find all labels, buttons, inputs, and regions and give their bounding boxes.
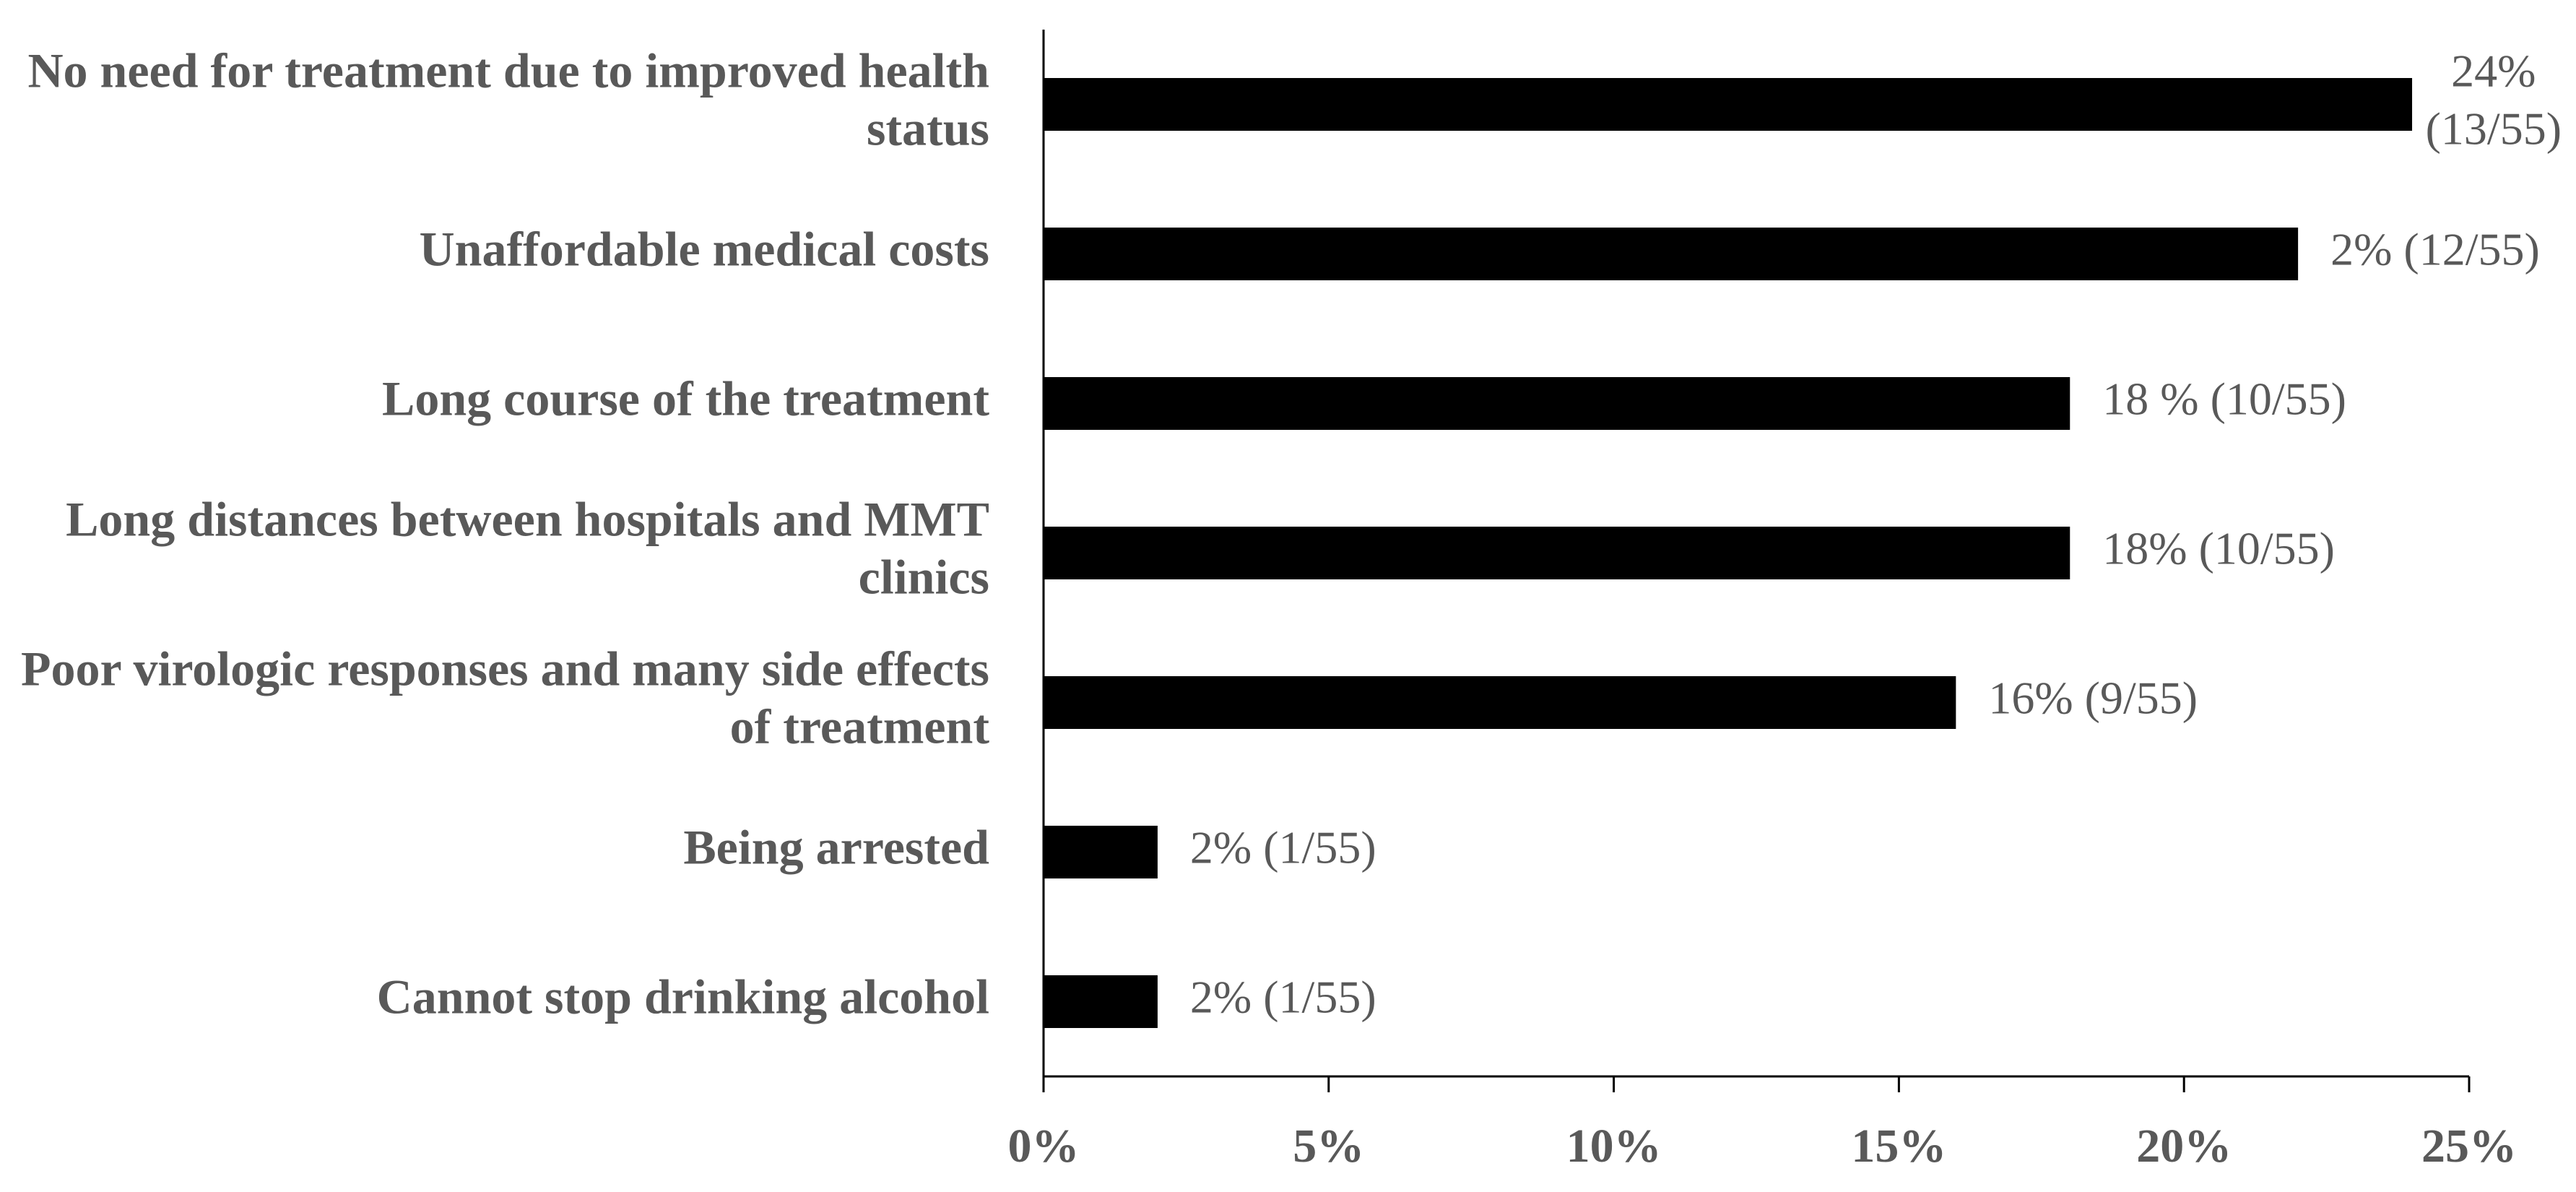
text-line: 2% (1/55) xyxy=(1190,821,1376,873)
text-line: 24% xyxy=(2451,45,2536,96)
value-label: 16% (9/55) xyxy=(1988,672,2198,723)
text-line: Cannot stop drinking alcohol xyxy=(377,969,989,1024)
text-line: 16% (9/55) xyxy=(1988,672,2198,723)
value-label: 24% (13/55) xyxy=(2426,45,2562,154)
x-tick-label: 0% xyxy=(1008,1120,1080,1172)
bar xyxy=(1044,826,1158,878)
y-tick-label: Long distances between hospitals and MMT… xyxy=(66,491,989,604)
text-line: Unaffordable medical costs xyxy=(420,221,989,276)
text-line: No need for treatment due to improved he… xyxy=(27,43,989,98)
text-line: Being arrested xyxy=(683,819,989,874)
bar xyxy=(1044,975,1158,1028)
y-tick-label: Poor virologic responses and many side e… xyxy=(21,641,989,753)
y-tick-label: Unaffordable medical costs xyxy=(420,221,989,276)
bar xyxy=(1044,527,2070,579)
x-tick-label: 20% xyxy=(2136,1120,2232,1172)
text-line: status xyxy=(867,100,989,155)
text-line: (13/55) xyxy=(2426,103,2562,154)
text-line: clinics xyxy=(859,549,989,604)
x-tick-label: 5% xyxy=(1293,1120,1364,1172)
bar xyxy=(1044,228,2299,280)
text-line: 18% (10/55) xyxy=(2102,522,2335,574)
text-line: Long course of the treatment xyxy=(382,371,989,426)
y-tick-label: Being arrested xyxy=(683,819,989,874)
x-tick-label: 15% xyxy=(1851,1120,1946,1172)
value-label: 2% (12/55) xyxy=(2330,223,2540,275)
y-tick-label: Long course of the treatment xyxy=(382,371,989,426)
text-line: Poor virologic responses and many side e… xyxy=(21,641,989,696)
text-line: of treatment xyxy=(730,699,990,753)
value-label: 18% (10/55) xyxy=(2102,522,2335,574)
text-line: 2% (1/55) xyxy=(1190,971,1376,1022)
bar xyxy=(1044,377,2070,430)
x-tick-label: 25% xyxy=(2421,1120,2517,1172)
value-label: 18 % (10/55) xyxy=(2102,373,2346,424)
value-label: 2% (1/55) xyxy=(1190,821,1376,873)
value-label: 2% (1/55) xyxy=(1190,971,1376,1022)
x-tick-label: 10% xyxy=(1566,1120,1662,1172)
text-line: Long distances between hospitals and MMT xyxy=(66,491,989,546)
bar xyxy=(1044,676,1956,729)
y-tick-label: No need for treatment due to improved he… xyxy=(27,43,989,155)
y-tick-label: Cannot stop drinking alcohol xyxy=(377,969,989,1024)
text-line: 18 % (10/55) xyxy=(2102,373,2346,424)
text-line: 2% (12/55) xyxy=(2330,223,2540,275)
bar xyxy=(1044,78,2413,131)
